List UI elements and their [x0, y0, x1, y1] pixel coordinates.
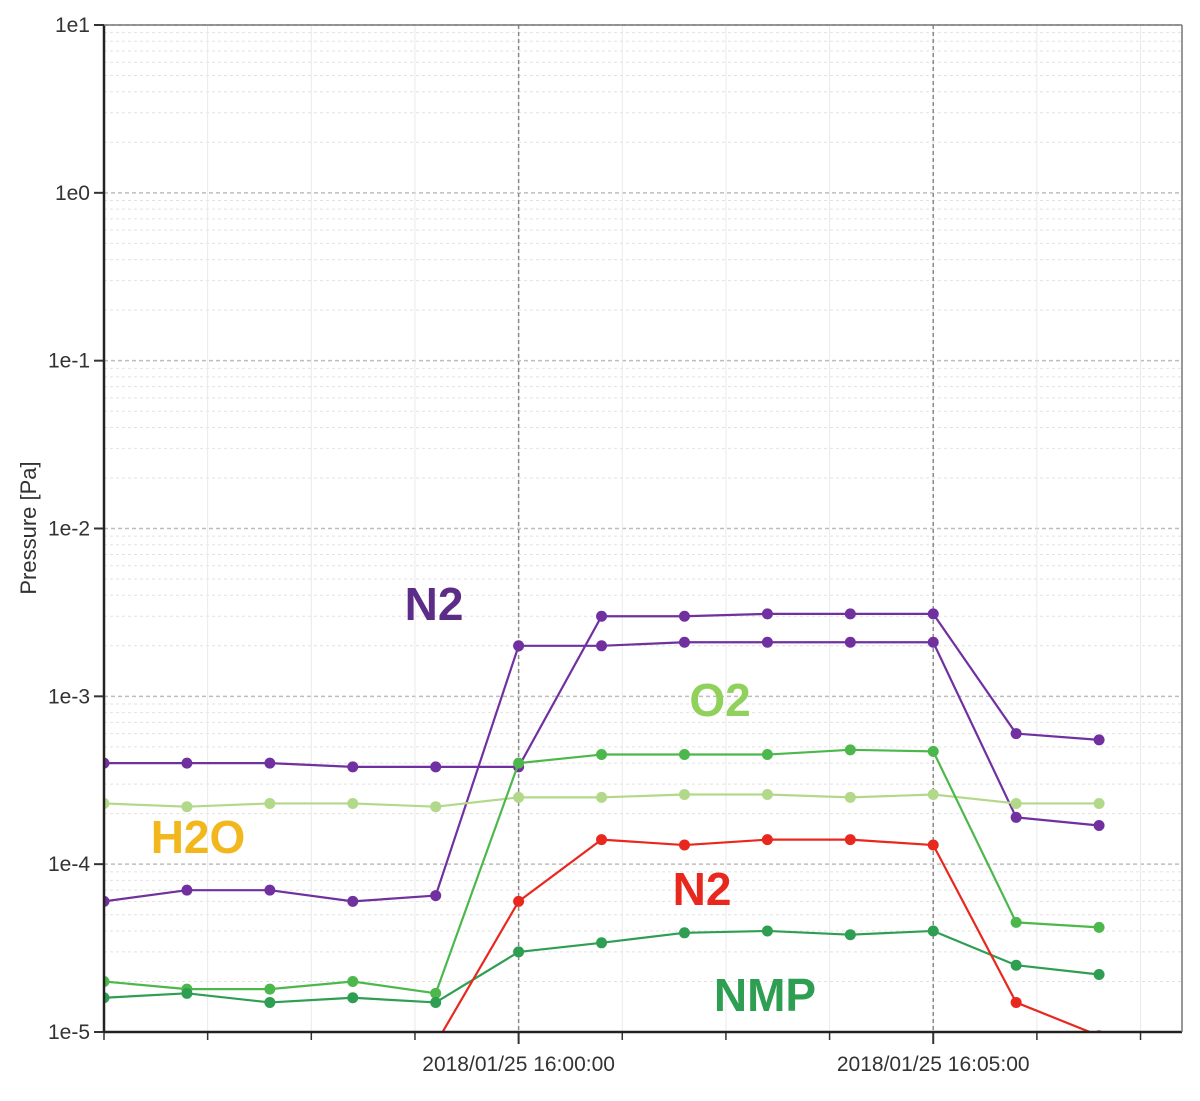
data-point: [844, 744, 856, 756]
annotation-1: N2: [405, 578, 464, 630]
data-point: [347, 895, 359, 907]
data-point: [347, 992, 359, 1004]
data-point: [347, 797, 359, 809]
series-4: [104, 744, 1105, 999]
data-point: [181, 884, 193, 896]
data-point: [1093, 819, 1105, 831]
annotation-5: NMP: [714, 969, 816, 1021]
series-3: [104, 789, 1105, 813]
data-point: [347, 761, 359, 773]
y-tick-label: 1e-2: [48, 518, 90, 541]
y-axis-label: Pressure [Pa]: [16, 461, 41, 594]
data-point: [430, 761, 442, 773]
data-point: [513, 791, 525, 803]
data-point: [264, 797, 276, 809]
data-point: [347, 975, 359, 987]
y-tick-label: 1e1: [55, 14, 90, 37]
data-point: [844, 929, 856, 941]
data-point: [844, 636, 856, 648]
data-point: [678, 610, 690, 622]
data-point: [430, 801, 442, 813]
data-point: [430, 1038, 441, 1049]
axes: [94, 24, 1183, 1044]
data-point: [596, 610, 608, 622]
data-point: [1010, 728, 1022, 740]
data-point: [678, 927, 690, 939]
data-point: [927, 636, 939, 648]
y-tick-label: 1e-3: [48, 685, 90, 708]
series-layer: [104, 608, 1105, 1049]
data-point: [844, 834, 856, 846]
data-point: [1093, 921, 1105, 933]
y-tick-label: 1e-1: [48, 350, 90, 373]
data-point: [104, 895, 110, 907]
data-point: [430, 987, 442, 999]
data-point: [104, 757, 110, 769]
data-point: [430, 890, 442, 902]
data-point: [513, 757, 525, 769]
y-tick-label: 1e-4: [48, 853, 90, 876]
data-point: [678, 839, 690, 851]
data-point: [104, 797, 110, 809]
annotation-2: O2: [689, 674, 750, 726]
data-point: [761, 925, 773, 937]
series-5: [104, 925, 1105, 1008]
data-point: [761, 789, 773, 801]
data-point: [596, 937, 608, 949]
data-point: [761, 636, 773, 648]
data-point: [513, 895, 525, 907]
data-point: [1093, 734, 1105, 746]
data-point: [181, 801, 193, 813]
data-point: [264, 884, 276, 896]
data-point: [844, 791, 856, 803]
annotation-4: N2: [673, 863, 732, 915]
data-point: [1010, 811, 1022, 823]
data-point: [264, 757, 276, 769]
data-point: [678, 636, 690, 648]
data-point: [264, 996, 276, 1008]
data-point: [1010, 959, 1022, 971]
data-point: [596, 640, 608, 652]
grid: [103, 24, 1182, 1033]
data-point: [927, 745, 939, 757]
labels: 1e1 1e0 1e-1 1e-2 1e-3 1e-4 1e-5 2018/01/25 16:…: [16, 14, 1030, 1076]
data-point: [927, 789, 939, 801]
data-point: [1093, 969, 1105, 981]
x-tick-label: 2018/01/25 16:00:00: [422, 1053, 615, 1076]
data-point: [513, 946, 525, 958]
data-point: [513, 640, 525, 652]
data-point: [596, 749, 608, 761]
data-point: [761, 834, 773, 846]
data-point: [1093, 797, 1105, 809]
data-point: [1010, 996, 1022, 1008]
y-tick-label: 1e0: [55, 182, 90, 205]
data-point: [104, 975, 110, 987]
data-point: [678, 789, 690, 801]
data-point: [1010, 916, 1022, 928]
data-point: [430, 996, 442, 1008]
data-point: [1010, 797, 1022, 809]
data-point: [181, 987, 193, 999]
data-point: [596, 834, 608, 846]
data-point: [596, 791, 608, 803]
series-2: [104, 636, 1105, 907]
data-point: [927, 608, 939, 620]
data-point: [264, 983, 276, 995]
data-point: [927, 925, 939, 937]
y-tick-label: 1e-5: [48, 1021, 90, 1044]
data-point: [181, 757, 193, 769]
data-point: [678, 749, 690, 761]
data-point: [844, 608, 856, 620]
data-point: [927, 839, 939, 851]
data-point: [104, 992, 110, 1004]
data-point: [761, 608, 773, 620]
x-tick-label: 2018/01/25 16:05:00: [837, 1053, 1030, 1076]
annotation-3: H2O: [151, 811, 246, 863]
series-6: [430, 834, 1104, 1049]
data-point: [761, 749, 773, 761]
